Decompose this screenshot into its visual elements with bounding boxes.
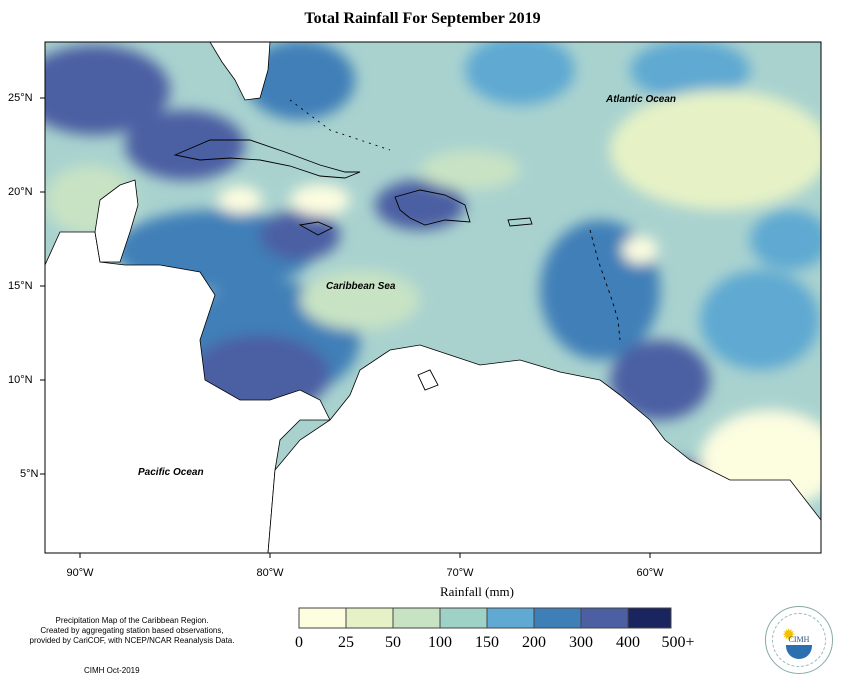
caribbean-sea-label: Caribbean Sea: [326, 281, 396, 292]
rain-blob: [245, 42, 355, 120]
legend-label: 0: [295, 634, 303, 651]
legend-swatch: [439, 607, 488, 629]
lon-label: 70°W: [446, 567, 474, 579]
yucatan-peninsula: [94, 179, 139, 263]
lake-maracaibo: [417, 369, 439, 391]
rain-blob: [465, 42, 575, 105]
legend-label: 50: [385, 634, 401, 651]
legend-swatch: [486, 607, 535, 629]
rain-blob: [218, 186, 262, 214]
legend-swatch: [345, 607, 394, 629]
rain-blob: [750, 210, 821, 270]
legend-swatch: [392, 607, 441, 629]
legend-label: 25: [338, 634, 354, 651]
rain-blob: [700, 270, 820, 370]
rain-blob: [300, 270, 420, 330]
cimh-logo: ✹ CIMH: [765, 606, 833, 674]
puerto-rico-coastline: [507, 217, 533, 227]
lat-label: 25°N: [8, 92, 33, 104]
central-america-landmass: [45, 231, 331, 553]
jamaica-coastline: [298, 221, 334, 236]
map-description: Precipitation Map of the Caribbean Regio…: [29, 616, 235, 645]
logo-text: CIMH: [788, 635, 810, 644]
cuba-coastline: [173, 139, 361, 179]
lat-label: 5°N: [20, 468, 39, 480]
map-frame: [45, 42, 821, 553]
rain-blob: [45, 45, 170, 135]
lat-label: 20°N: [8, 186, 33, 198]
rain-blob: [630, 42, 750, 100]
rain-blob: [610, 90, 821, 210]
map-credit: CIMH Oct-2019: [84, 666, 140, 675]
pacific-ocean-label: Pacific Ocean: [138, 467, 204, 478]
lon-label: 80°W: [256, 567, 284, 579]
florida-peninsula: [209, 42, 271, 101]
legend-label: 200: [522, 634, 546, 651]
x-axis-title: Rainfall (mm): [439, 584, 515, 599]
rain-blob: [290, 184, 350, 216]
legend-label: 100: [428, 634, 452, 651]
lat-label: 15°N: [8, 280, 33, 292]
rain-blob: [610, 340, 710, 420]
legend-colorbar: [298, 607, 672, 629]
south-america-landmass: [267, 344, 821, 553]
map-border: [44, 41, 822, 554]
logo-ring: [772, 613, 826, 667]
lon-label: 60°W: [636, 567, 664, 579]
legend-swatch: [298, 607, 347, 629]
axis-ticks: [40, 97, 651, 558]
legend-swatch: [533, 607, 582, 629]
lat-label: 10°N: [8, 374, 33, 386]
water-icon: [786, 645, 812, 659]
atlantic-ocean-label: Atlantic Ocean: [606, 94, 677, 105]
hispaniola-coastline: [394, 189, 471, 226]
islands: [173, 99, 621, 391]
legend-swatch: [580, 607, 629, 629]
rain-blob: [420, 150, 520, 190]
legend-swatch: [627, 607, 672, 629]
map-title: Total Rainfall For September 2019: [304, 10, 541, 27]
legend-label: 150: [475, 634, 499, 651]
lon-label: 90°W: [66, 567, 94, 579]
rain-blob: [622, 236, 658, 264]
legend-label: 400: [616, 634, 640, 651]
land: [45, 42, 821, 553]
rain-blob: [375, 180, 465, 230]
sun-icon: ✹: [782, 627, 796, 644]
rain-blob: [125, 110, 245, 180]
bahamas: [289, 99, 391, 151]
rain-blob: [260, 210, 340, 260]
legend-label: 300: [569, 634, 593, 651]
legend-label: 500+: [661, 634, 695, 651]
